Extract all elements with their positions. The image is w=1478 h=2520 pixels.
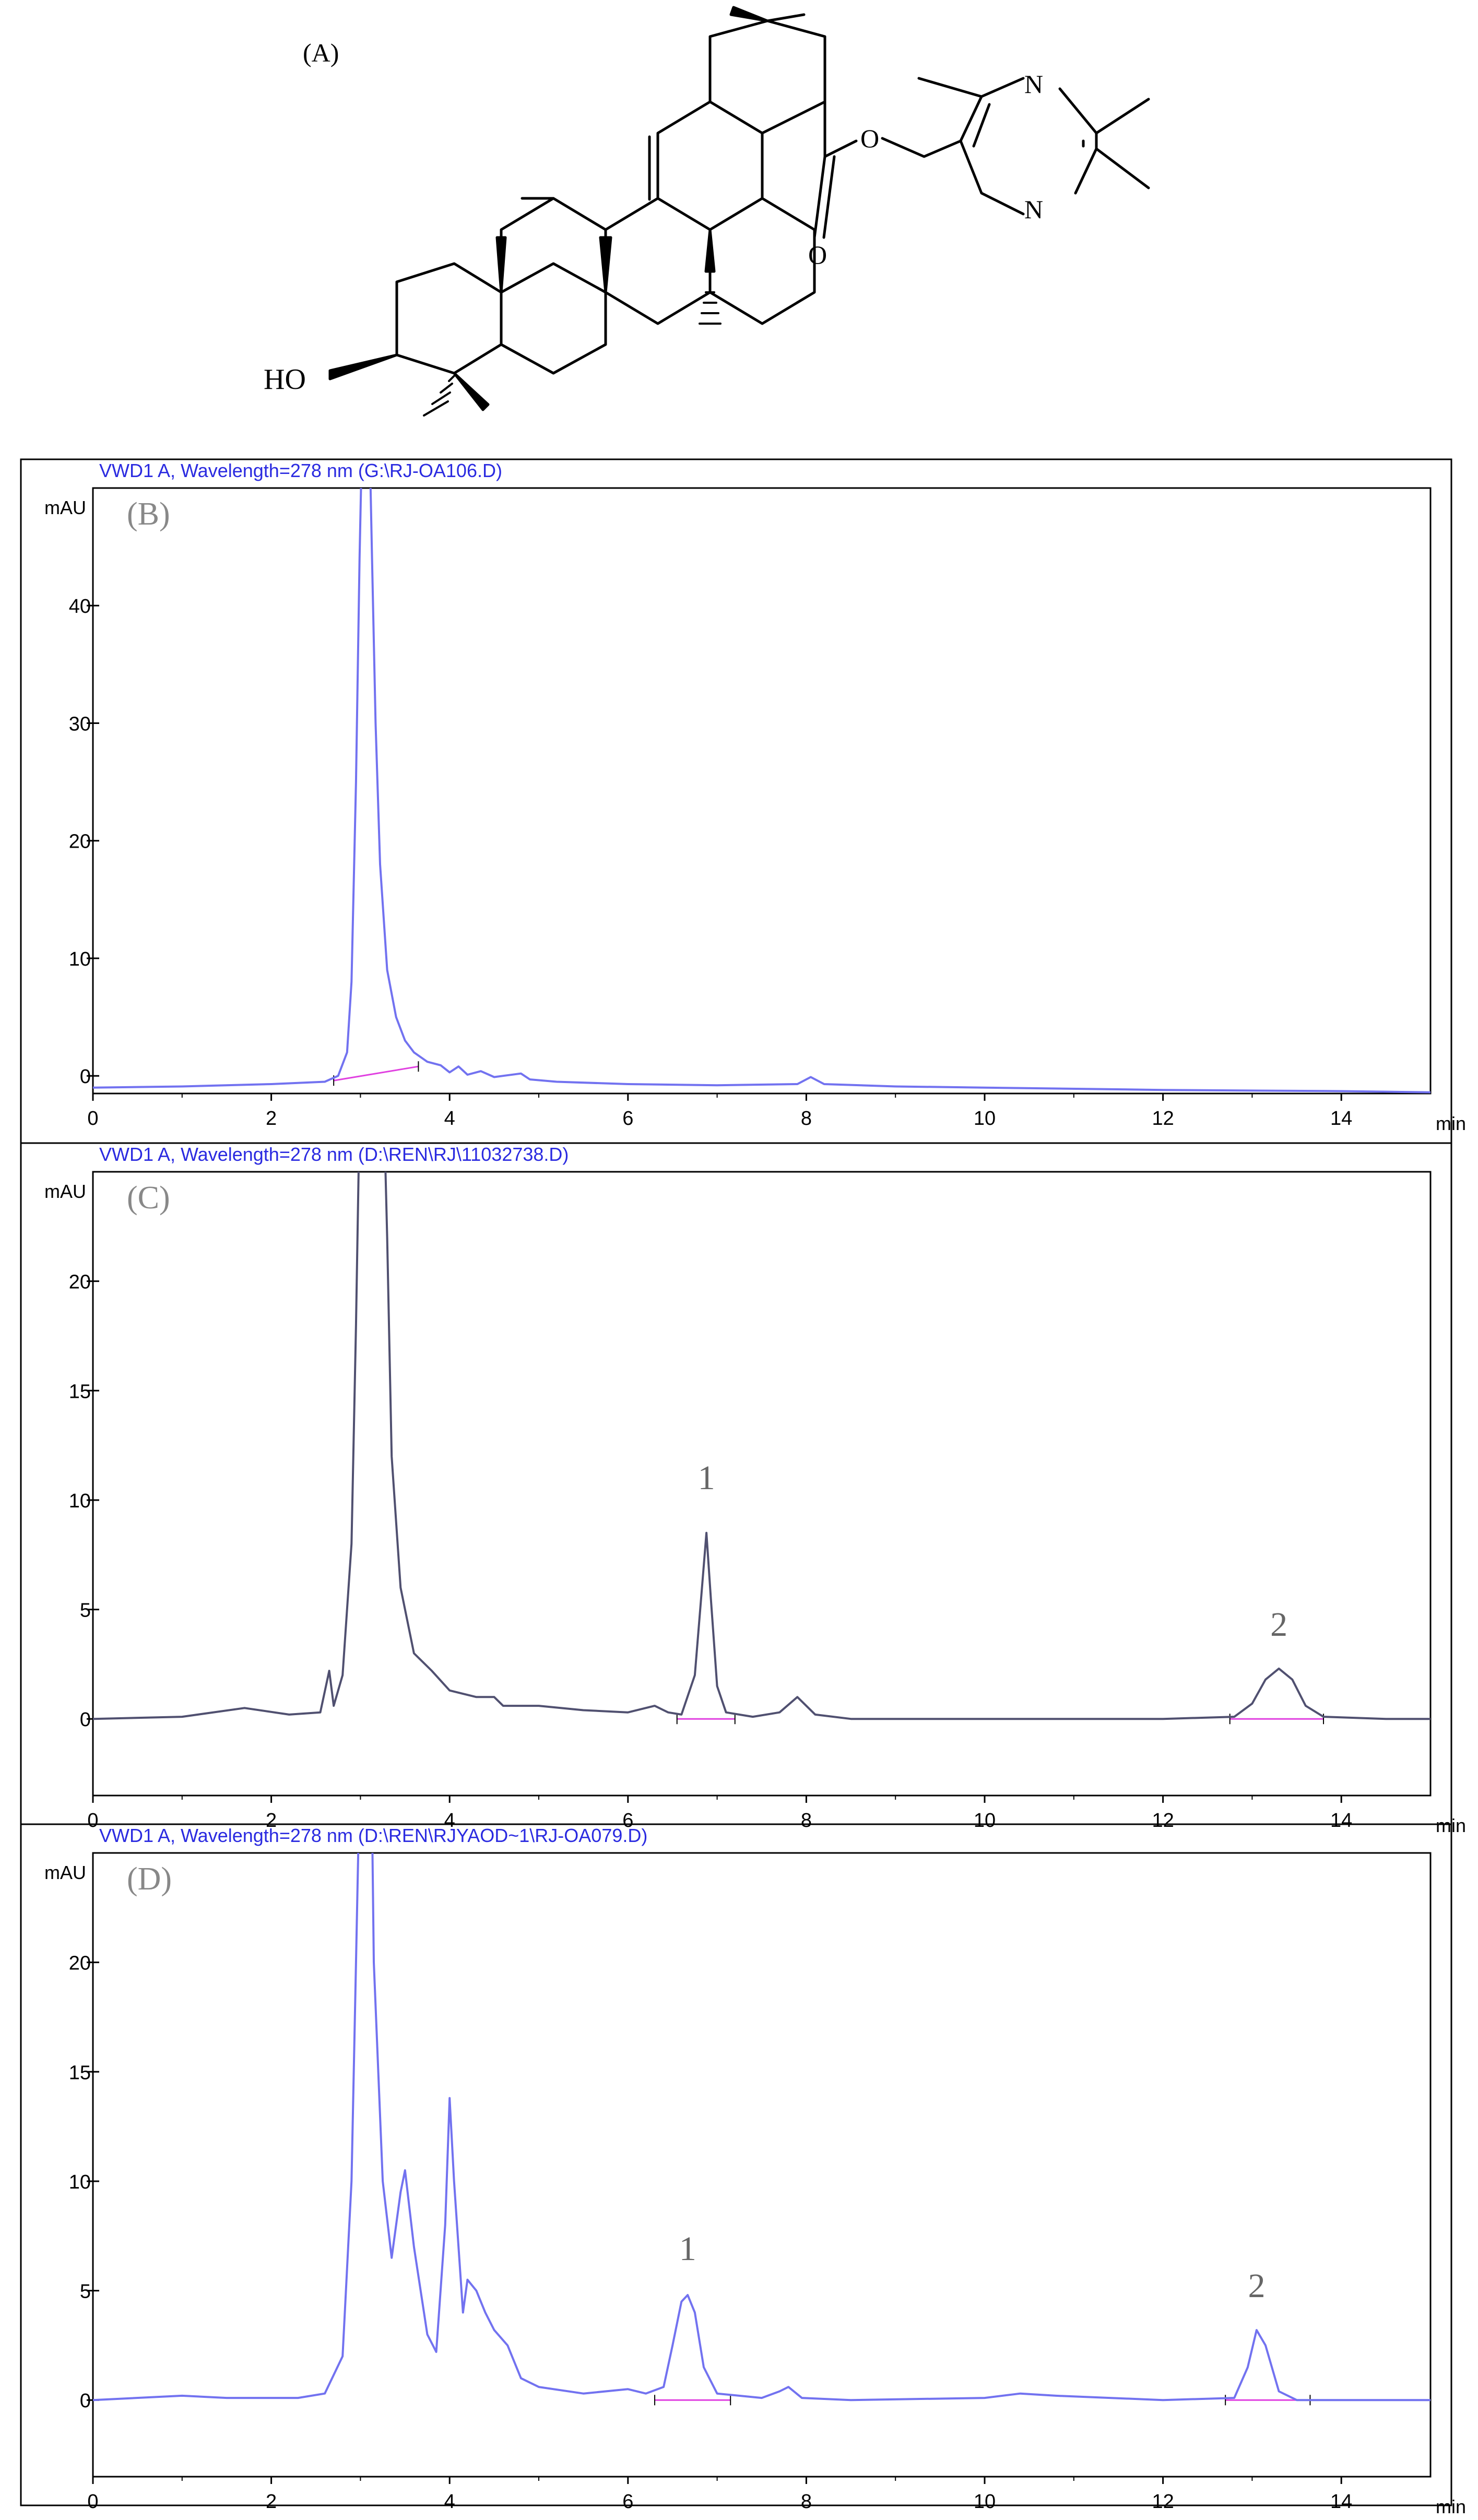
x-tick-label: 12 xyxy=(1152,1108,1174,1130)
y-axis-label: mAU xyxy=(44,1181,86,1202)
x-tick-label: 12 xyxy=(1152,2491,1174,2513)
x-tick-label: 0 xyxy=(87,1108,98,1130)
x-tick-label: 10 xyxy=(974,1810,996,1832)
ring-d xyxy=(656,100,764,231)
pyrazine-ring xyxy=(959,139,1025,216)
panel-label: (D) xyxy=(127,1861,172,1897)
carbonyl-bond xyxy=(822,155,836,239)
x-axis-label: min xyxy=(1436,2496,1466,2517)
integration-baseline xyxy=(333,1065,419,1081)
x-tick-label: 12 xyxy=(1152,1810,1174,1832)
y-tick-label: 20 xyxy=(69,831,91,853)
pyrazine-ring xyxy=(1074,147,1098,195)
structure-label: (A) xyxy=(303,38,339,67)
x-tick-label: 6 xyxy=(622,1810,633,1832)
y-tick-label: 20 xyxy=(69,1271,91,1293)
peak-label: 1 xyxy=(679,2230,696,2268)
x-tick-label: 2 xyxy=(266,1810,277,1832)
ester-oxygen-label: O xyxy=(860,124,879,153)
x-tick-label: 4 xyxy=(444,1810,455,1832)
chromatogram-panels: VWD1 A, Wavelength=278 nm (G:\RJ-OA106.D… xyxy=(20,458,1466,2517)
hydroxyl-label: HO xyxy=(264,363,306,396)
carbonyl-oxygen-label: O xyxy=(808,240,827,269)
x-tick-label: 6 xyxy=(622,1108,633,1130)
y-axis-label: mAU xyxy=(44,1862,86,1883)
pyrazine-nitrogen-top-label: N xyxy=(1024,69,1043,99)
ring-bond xyxy=(708,197,816,325)
y-tick-label: 15 xyxy=(69,1381,91,1402)
plot-area xyxy=(92,487,1432,1095)
y-tick-label: 20 xyxy=(69,1953,91,1975)
y-axis-label: mAU xyxy=(44,497,86,518)
x-tick-label: 10 xyxy=(974,1108,996,1130)
ester-bond xyxy=(823,139,858,158)
plot-area xyxy=(92,1852,1432,2478)
peak-label: 2 xyxy=(1270,1606,1287,1644)
y-tick-label: 10 xyxy=(69,1490,91,1512)
chromatogram-trace xyxy=(93,488,1430,1093)
hydroxyl-wedge xyxy=(328,353,398,381)
plot-area xyxy=(92,1171,1432,1797)
x-tick-label: 8 xyxy=(801,1108,812,1130)
x-tick-label: 14 xyxy=(1330,2491,1352,2513)
aromatic-bond xyxy=(972,103,991,148)
y-tick-label: 40 xyxy=(69,596,91,617)
panel-label: (B) xyxy=(127,496,170,532)
chromatogram-header: VWD1 A, Wavelength=278 nm (D:\REN\RJYAOD… xyxy=(99,1825,647,1846)
x-tick-label: 6 xyxy=(622,2491,633,2513)
chromatogram-trace xyxy=(93,1853,1430,2402)
methyl-wedge xyxy=(453,372,490,411)
x-tick-label: 4 xyxy=(444,2491,455,2513)
panel-frame xyxy=(20,1823,1452,2506)
chromatogram-trace xyxy=(93,1172,1430,1720)
methyl-wedge xyxy=(599,236,612,294)
pyrazine-nitrogen-bottom-label: N xyxy=(1024,195,1043,224)
x-tick-label: 14 xyxy=(1330,1810,1352,1832)
y-tick-label: 0 xyxy=(80,2390,91,2412)
methyl-wedge xyxy=(729,6,769,22)
peak-label: 1 xyxy=(698,1459,715,1497)
x-tick-label: 14 xyxy=(1330,1108,1352,1130)
chemical-structure: (A) HO xyxy=(264,6,1150,417)
carbonyl-bond xyxy=(813,155,826,239)
ring-b xyxy=(500,262,607,375)
y-tick-label: 5 xyxy=(80,1600,91,1622)
methyl-hash xyxy=(423,375,455,417)
x-tick-label: 8 xyxy=(801,1810,812,1832)
x-axis-label: min xyxy=(1436,1113,1466,1134)
chromatogram-header: VWD1 A, Wavelength=278 nm (D:\REN\RJ\110… xyxy=(99,1144,569,1165)
x-tick-label: 4 xyxy=(444,1108,455,1130)
x-tick-label: 2 xyxy=(266,2491,277,2513)
x-tick-label: 10 xyxy=(974,2491,996,2513)
y-tick-label: 15 xyxy=(69,2062,91,2084)
y-tick-label: 0 xyxy=(80,1709,91,1731)
x-tick-label: 8 xyxy=(801,2491,812,2513)
y-tick-label: 10 xyxy=(69,2171,91,2193)
methyl-bond xyxy=(766,13,806,22)
y-tick-label: 5 xyxy=(80,2281,91,2303)
methylene-bond xyxy=(881,137,962,158)
peak-label: 2 xyxy=(1248,2267,1265,2305)
x-tick-label: 0 xyxy=(87,2491,98,2513)
panel-label: (C) xyxy=(127,1180,170,1216)
y-tick-label: 0 xyxy=(80,1066,91,1088)
methyl-wedge xyxy=(495,236,507,294)
y-tick-label: 10 xyxy=(69,948,91,970)
pyrazine-methyl xyxy=(1095,147,1150,189)
methyl-hash xyxy=(699,291,722,325)
pyrazine-methyl xyxy=(917,77,983,98)
ring-e xyxy=(708,19,826,135)
chromatogram-header: VWD1 A, Wavelength=278 nm (G:\RJ-OA106.D… xyxy=(99,460,502,481)
pyrazine-methyl xyxy=(1095,98,1150,135)
chromatogram-panel: VWD1 A, Wavelength=278 nm (D:\REN\RJYAOD… xyxy=(20,1823,1466,2517)
x-tick-label: 2 xyxy=(266,1108,277,1130)
methyl-wedge xyxy=(704,228,716,273)
y-tick-label: 30 xyxy=(69,713,91,735)
x-tick-label: 0 xyxy=(87,1810,98,1832)
